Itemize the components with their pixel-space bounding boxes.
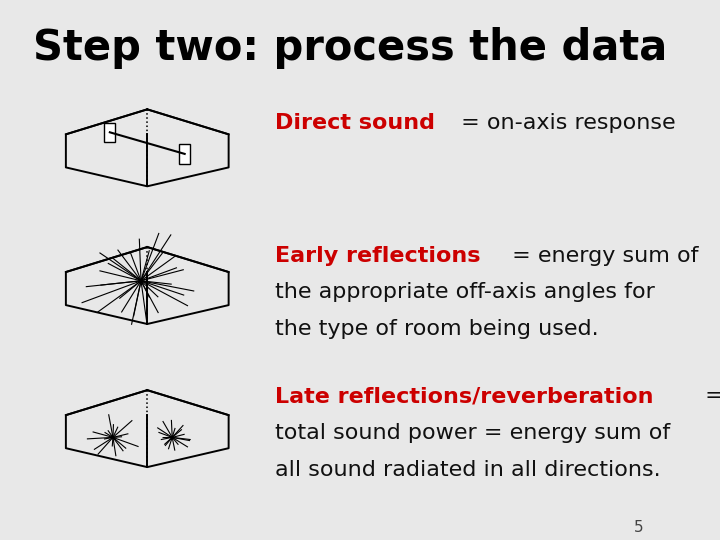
FancyBboxPatch shape xyxy=(179,144,190,164)
Text: = energy sum of: = energy sum of xyxy=(505,246,698,266)
Text: Late reflections/reverberation: Late reflections/reverberation xyxy=(275,386,654,406)
Text: =: = xyxy=(698,386,720,406)
Text: 5: 5 xyxy=(634,519,643,535)
Text: the appropriate off-axis angles for: the appropriate off-axis angles for xyxy=(275,282,655,302)
FancyBboxPatch shape xyxy=(104,123,115,142)
Text: Direct sound: Direct sound xyxy=(275,113,435,133)
Text: Step two: process the data: Step two: process the data xyxy=(33,27,667,69)
Text: = on-axis response: = on-axis response xyxy=(454,113,675,133)
Text: all sound radiated in all directions.: all sound radiated in all directions. xyxy=(275,460,661,480)
Text: the type of room being used.: the type of room being used. xyxy=(275,319,599,339)
Text: total sound power = energy sum of: total sound power = energy sum of xyxy=(275,423,670,443)
Text: Early reflections: Early reflections xyxy=(275,246,480,266)
